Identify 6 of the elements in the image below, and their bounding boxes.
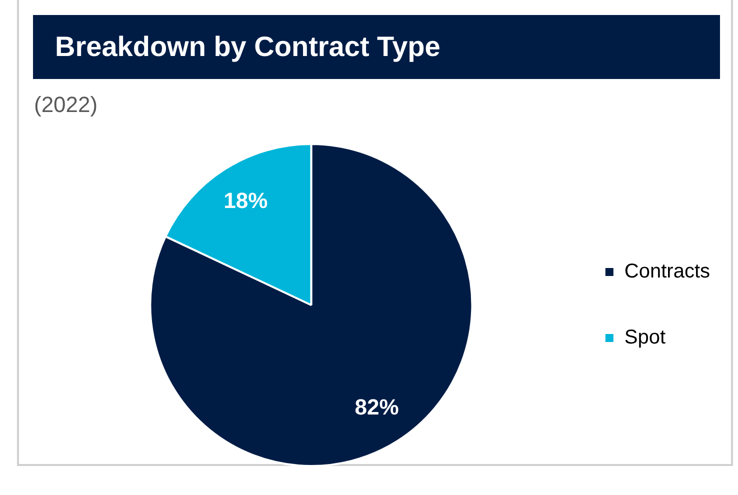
data-label: 82% (354, 394, 399, 420)
legend-label: Spot (624, 326, 666, 349)
data-label: 18% (224, 188, 268, 213)
chart-title: Breakdown by Contract Type (33, 15, 720, 79)
legend-label: Contracts (624, 260, 710, 283)
chart-subtitle: (2022) (34, 92, 98, 118)
